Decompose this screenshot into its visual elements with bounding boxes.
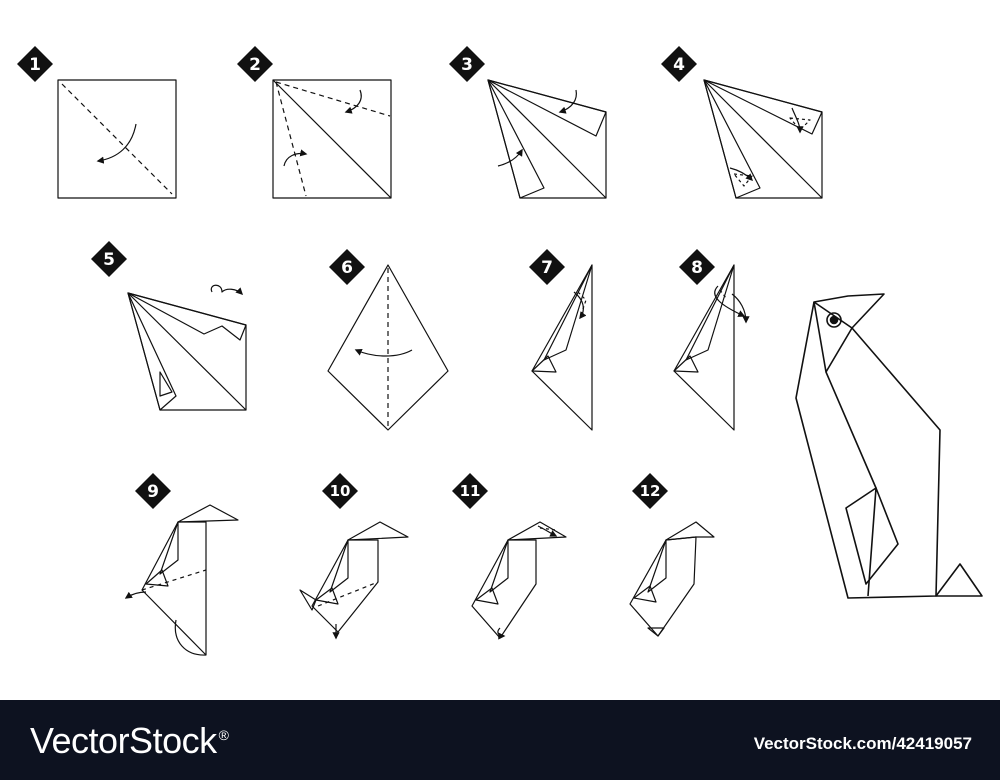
step-badge-11: 11 — [452, 473, 488, 509]
svg-text:9: 9 — [147, 482, 159, 502]
svg-text:11: 11 — [460, 482, 481, 500]
svg-text:10: 10 — [330, 482, 351, 500]
step-9-figure — [124, 504, 239, 656]
step-badge-3: 3 — [449, 46, 485, 82]
svg-text:1: 1 — [29, 55, 41, 75]
svg-text:4: 4 — [673, 55, 685, 75]
step-badge-8: 8 — [679, 249, 715, 285]
step-11-figure — [471, 521, 567, 640]
origami-penguin-diagram: 1 2 3 4 5 6 7 8 9 10 11 12 — [17, 46, 983, 656]
step-8-figure — [673, 264, 750, 431]
step-badge-5: 5 — [91, 241, 127, 277]
svg-text:2: 2 — [249, 55, 261, 75]
step-badge-12: 12 — [632, 473, 668, 509]
watermark-footer: VectorStock ® VectorStock.com/42419057 — [0, 700, 1000, 780]
image-id: VectorStock.com/42419057 — [753, 734, 972, 753]
finished-penguin-figure — [795, 293, 983, 599]
step-7-figure — [531, 264, 593, 431]
step-badge-7: 7 — [529, 249, 565, 285]
svg-text:8: 8 — [691, 258, 703, 278]
svg-text:12: 12 — [640, 482, 661, 500]
svg-text:5: 5 — [103, 250, 115, 270]
step-badge-9: 9 — [135, 473, 171, 509]
svg-text:7: 7 — [541, 258, 553, 278]
step-badge-2: 2 — [237, 46, 273, 82]
step-1-figure — [57, 79, 177, 199]
step-4-figure — [703, 79, 823, 199]
step-12-figure — [629, 521, 715, 637]
brand-registered-mark: ® — [218, 727, 229, 743]
step-badge-10: 10 — [322, 473, 358, 509]
brand-logo: VectorStock ® — [30, 720, 229, 762]
step-badge-6: 6 — [329, 249, 365, 285]
step-5-figure — [127, 284, 247, 411]
svg-text:6: 6 — [341, 258, 353, 278]
brand-name: VectorStock — [30, 720, 217, 761]
svg-text:3: 3 — [461, 55, 473, 75]
step-2-figure — [272, 79, 392, 199]
step-badge-1: 1 — [17, 46, 53, 82]
step-6-figure — [327, 264, 449, 431]
step-3-figure — [487, 79, 607, 199]
step-badge-4: 4 — [661, 46, 697, 82]
step-10-figure — [299, 521, 409, 640]
